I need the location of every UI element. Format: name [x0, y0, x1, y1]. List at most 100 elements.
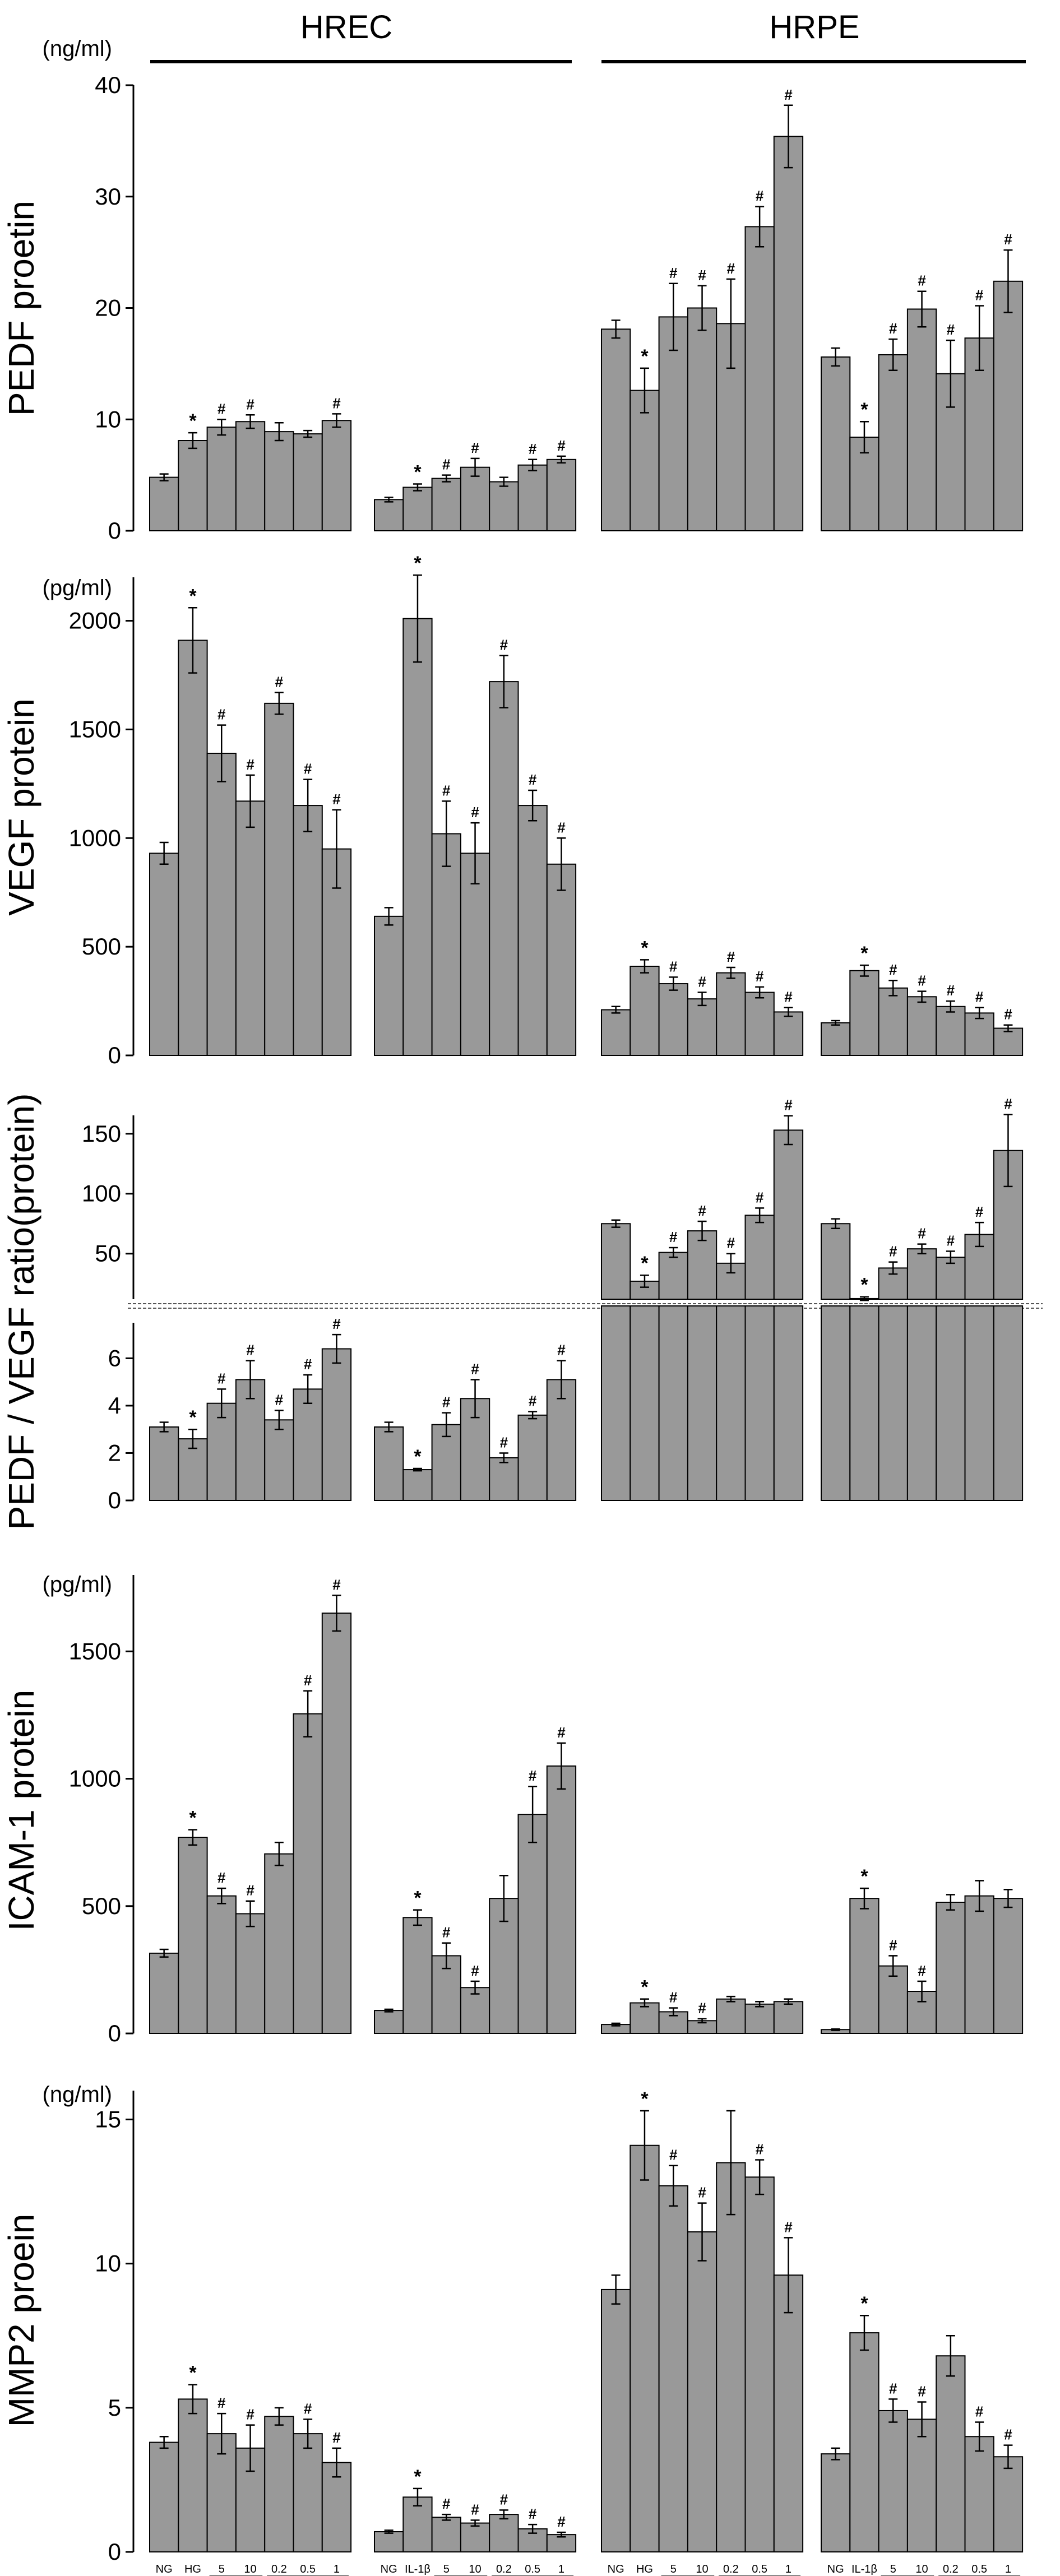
significance-hash-c4-g1-4: # — [500, 2491, 508, 2508]
bar-c3-g1-1 — [402, 1917, 433, 2034]
x-tick-label-g2-0: NG — [608, 2563, 624, 2575]
bar-lower-c2-g2-0 — [601, 1305, 631, 1501]
significance-hash-c0-g1-3: # — [471, 439, 479, 456]
significance-hash-c2-g0-5: # — [304, 1356, 312, 1373]
bar-c4-g3-0 — [821, 2453, 851, 2552]
y-tick-label-c3-3: 1500 — [69, 1638, 121, 1664]
significance-hash-c2-g0-3: # — [246, 1342, 254, 1359]
x-tick-label-g1-1: IL-1β — [405, 2563, 431, 2575]
significance-star-c2-g2-1: * — [641, 1253, 649, 1274]
header-hrec: HREC — [300, 9, 392, 45]
x-tick-label-g2-6: 1 — [785, 2563, 791, 2575]
x-tick-label-g0-3: 10 — [244, 2563, 256, 2575]
bar-c4-g1-2 — [431, 2517, 461, 2552]
y-tick-label-c2-upper-1: 100 — [82, 1180, 121, 1207]
bar-c2-g2-0 — [601, 1223, 631, 1300]
significance-hash-c0-g3-2: # — [889, 320, 897, 337]
significance-hash-c3-g1-5: # — [529, 1767, 537, 1784]
significance-hash-c0-g0-3: # — [246, 396, 254, 413]
significance-hash-c3-g3-2: # — [889, 1936, 897, 1953]
bar-c1-g3-1 — [849, 970, 880, 1057]
significance-star-c0-g0-1: * — [189, 410, 197, 432]
y-tick-label-c4-2: 10 — [95, 2250, 121, 2277]
y-tick-label-c1-1: 500 — [82, 933, 121, 960]
bar-c4-g3-3 — [906, 2419, 937, 2553]
significance-hash-c2-g3-6: # — [1004, 1096, 1012, 1113]
bar-c3-g2-1 — [629, 2002, 660, 2034]
bar-lower-c2-g3-5 — [964, 1305, 994, 1501]
significance-hash-c2-g1-6: # — [557, 1342, 566, 1359]
bar-c4-g0-4 — [264, 2416, 294, 2552]
bar-c2-g0-4 — [264, 1419, 294, 1501]
bar-c1-g2-3 — [687, 998, 718, 1057]
significance-hash-c2-g2-6: # — [784, 1097, 793, 1114]
bar-c0-g0-5 — [293, 433, 323, 532]
significance-hash-c4-g2-3: # — [698, 2184, 706, 2201]
x-tick-label-g2-2: 5 — [670, 2563, 677, 2575]
significance-hash-c1-g3-4: # — [947, 982, 955, 999]
bar-c4-g3-6 — [993, 2456, 1024, 2553]
significance-hash-c1-g2-5: # — [756, 968, 764, 985]
x-tick-label-g3-5: 0.5 — [971, 2563, 987, 2575]
significance-star-c1-g1-1: * — [414, 553, 422, 574]
significance-hash-c1-g0-4: # — [275, 673, 284, 690]
significance-star-c4-g3-1: * — [860, 2293, 868, 2314]
bar-c0-g3-3 — [906, 308, 937, 531]
x-tick-label-g3-2: 5 — [890, 2563, 896, 2575]
bar-c0-g1-3 — [460, 466, 490, 532]
x-tick-label-g3-3: 10 — [915, 2563, 928, 2575]
significance-star-c3-g2-1: * — [641, 1977, 649, 1998]
x-tick-label-g3-0: NG — [827, 2563, 844, 2575]
bar-c3-g0-4 — [264, 1853, 294, 2035]
bar-c0-g0-0 — [149, 476, 179, 531]
bar-c0-g1-1 — [402, 487, 433, 531]
bar-c4-g0-1 — [178, 2398, 208, 2553]
bar-c4-g0-0 — [149, 2441, 179, 2553]
y-tick-label-c2-lower-1: 2 — [108, 1439, 121, 1466]
y-tick-label-c4-1: 5 — [108, 2394, 121, 2421]
x-tick-label-g2-1: HG — [636, 2563, 653, 2575]
significance-hash-c0-g2-2: # — [669, 265, 678, 281]
bar-c4-g3-5 — [964, 2436, 994, 2552]
y-tick-label-c3-0: 0 — [108, 2020, 121, 2046]
y-tick-label-c2-lower-2: 4 — [108, 1392, 121, 1419]
y-tick-label-c1-0: 0 — [108, 1042, 121, 1068]
x-tick-label-g1-4: 0.2 — [496, 2563, 512, 2575]
bar-c1-g3-0 — [821, 1022, 851, 1057]
significance-hash-c2-g0-4: # — [275, 1391, 284, 1408]
x-tick-label-g0-4: 0.2 — [271, 2563, 287, 2575]
bar-c3-g3-6 — [993, 1898, 1024, 2035]
significance-hash-c2-g2-3: # — [698, 1202, 706, 1219]
significance-hash-c4-g0-6: # — [332, 2429, 341, 2446]
significance-hash-c4-g1-3: # — [471, 2501, 479, 2518]
bar-c1-g0-4 — [264, 702, 294, 1056]
significance-hash-c1-g2-3: # — [698, 974, 706, 990]
significance-star-c3-g3-1: * — [860, 1866, 868, 1887]
significance-star-c1-g0-1: * — [189, 585, 197, 606]
significance-hash-c4-g2-6: # — [784, 2218, 793, 2235]
bar-c0-g1-5 — [517, 464, 548, 531]
y-axis-label-chart-0: PEDF proetin — [1, 201, 41, 416]
significance-hash-c3-g0-2: # — [217, 1869, 226, 1886]
significance-hash-c0-g1-6: # — [557, 437, 566, 454]
bar-lower-c2-g3-0 — [821, 1305, 851, 1501]
bar-c2-g2-5 — [744, 1215, 775, 1300]
bar-c3-g2-5 — [744, 2003, 775, 2034]
bar-c4-g3-1 — [849, 2332, 880, 2553]
significance-hash-c2-g1-4: # — [500, 1434, 508, 1451]
significance-hash-c1-g3-6: # — [1004, 1006, 1012, 1023]
bar-lower-c2-g2-6 — [773, 1305, 804, 1501]
bar-c2-g2-2 — [658, 1252, 688, 1300]
bar-c0-g1-6 — [546, 458, 577, 531]
significance-hash-c4-g1-2: # — [442, 2495, 451, 2512]
y-tick-label-c2-lower-3: 6 — [108, 1345, 121, 1371]
bar-c1-g3-4 — [936, 1006, 966, 1056]
bar-c1-g3-6 — [993, 1027, 1024, 1056]
significance-hash-c4-g3-2: # — [889, 2380, 897, 2397]
significance-hash-c1-g3-2: # — [889, 961, 897, 978]
significance-hash-c1-g1-6: # — [557, 819, 566, 836]
bar-lower-c2-g3-4 — [936, 1305, 966, 1501]
significance-hash-c4-g0-5: # — [304, 2400, 312, 2417]
y-tick-label-c1-4: 2000 — [69, 608, 121, 634]
bar-c4-g1-3 — [460, 2522, 490, 2552]
